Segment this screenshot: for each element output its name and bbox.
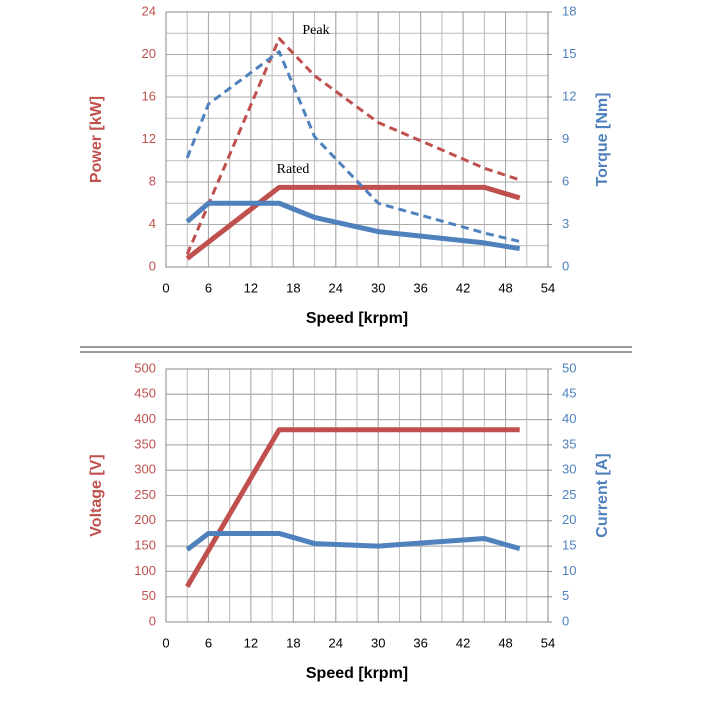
x-axis-label: Speed [krpm]	[306, 665, 408, 682]
x-tick-label: 6	[205, 280, 212, 295]
y-tick-label: 100	[134, 563, 156, 578]
series-line	[185, 50, 521, 243]
series-line	[185, 184, 521, 261]
y2-tick-label: 12	[562, 88, 576, 103]
x-tick-label: 24	[329, 280, 343, 295]
y-tick-label: 0	[149, 258, 156, 273]
y-tick-label: 50	[142, 588, 156, 603]
y2-axis-label: Current [A]	[594, 453, 611, 537]
x-tick-label: 54	[541, 280, 555, 295]
x-tick-label: 0	[162, 280, 169, 295]
y-tick-label: 400	[134, 411, 156, 426]
x-tick-label: 36	[413, 280, 427, 295]
y2-tick-label: 45	[562, 386, 576, 401]
y-tick-label: 300	[134, 462, 156, 477]
y2-tick-label: 18	[562, 3, 576, 18]
y-axis-label: Power [kW]	[88, 96, 105, 183]
y2-tick-label: 25	[562, 487, 576, 502]
x-tick-label: 12	[244, 280, 258, 295]
y-tick-label: 250	[134, 487, 156, 502]
y-axis-label: Voltage [V]	[88, 454, 105, 536]
plot-frame	[165, 11, 549, 268]
x-tick-label: 18	[286, 635, 300, 650]
y2-tick-label: 3	[562, 216, 569, 231]
y2-tick-label: 10	[562, 563, 576, 578]
y-tick-label: 16	[142, 88, 156, 103]
annotation: Peak	[302, 23, 329, 38]
x-tick-label: 54	[541, 635, 555, 650]
y-tick-label: 12	[142, 131, 156, 146]
x-axis-label: Speed [krpm]	[306, 310, 408, 327]
x-tick-label: 12	[244, 635, 258, 650]
y-tick-label: 200	[134, 512, 156, 527]
y2-tick-label: 9	[562, 131, 569, 146]
y2-tick-label: 5	[562, 588, 569, 603]
y2-tick-label: 0	[562, 258, 569, 273]
x-tick-label: 0	[162, 635, 169, 650]
y-tick-label: 0	[149, 613, 156, 628]
y2-tick-label: 15	[562, 538, 576, 553]
x-tick-label: 30	[371, 280, 385, 295]
y-tick-label: 24	[142, 3, 156, 18]
y2-tick-label: 40	[562, 411, 576, 426]
series-line	[185, 530, 521, 552]
x-tick-label: 24	[329, 635, 343, 650]
y-tick-label: 150	[134, 538, 156, 553]
y2-tick-label: 0	[562, 613, 569, 628]
y-tick-label: 20	[142, 46, 156, 61]
x-tick-label: 36	[413, 635, 427, 650]
y2-axis-label: Torque [Nm]	[594, 93, 611, 187]
y-tick-label: 350	[134, 436, 156, 451]
series-line	[185, 200, 521, 252]
x-tick-label: 42	[456, 280, 470, 295]
x-tick-label: 6	[205, 635, 212, 650]
y-tick-label: 4	[149, 216, 156, 231]
x-tick-label: 48	[498, 635, 512, 650]
y2-tick-label: 30	[562, 462, 576, 477]
series-line	[185, 37, 521, 255]
x-tick-label: 48	[498, 280, 512, 295]
x-tick-label: 42	[456, 635, 470, 650]
plot-frame	[165, 368, 549, 623]
y-tick-label: 450	[134, 386, 156, 401]
y2-tick-label: 35	[562, 436, 576, 451]
y-tick-label: 8	[149, 173, 156, 188]
annotation: Rated	[277, 162, 310, 177]
series-line	[185, 427, 520, 588]
y2-tick-label: 15	[562, 46, 576, 61]
y2-tick-label: 6	[562, 173, 569, 188]
y2-tick-label: 20	[562, 512, 576, 527]
y-tick-label: 500	[134, 360, 156, 375]
x-tick-label: 18	[286, 280, 300, 295]
x-tick-label: 30	[371, 635, 385, 650]
y2-tick-label: 50	[562, 360, 576, 375]
